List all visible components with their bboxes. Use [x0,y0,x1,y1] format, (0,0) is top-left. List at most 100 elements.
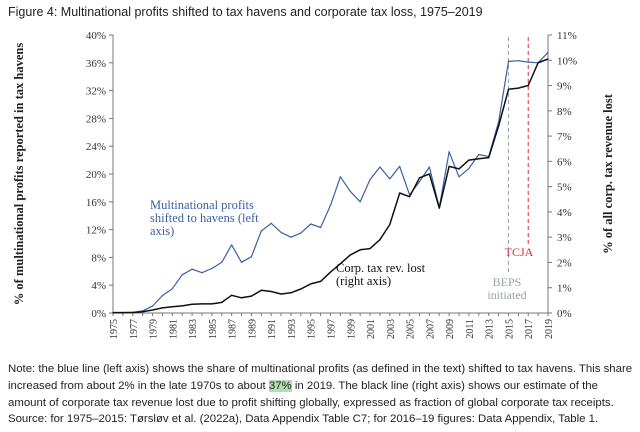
left-tick-label: 36% [86,58,106,70]
left-tick-label: 8% [91,252,106,264]
havens-share-point [339,176,341,178]
tax-loss-point [221,301,223,303]
tax-loss-point [399,192,401,194]
chart: 0% 4% 8% 12% 16% 20% 24% 28% 32% 36% 40% 0% 1% 2% 3% 4… [12,30,615,339]
tax-loss-point [507,88,510,90]
tax-loss-point [527,84,529,87]
tax-loss-point [270,290,272,293]
x-tick-label: 1987 [228,319,239,339]
x-tick-label: 1979 [149,319,160,339]
tax-loss-point [280,293,282,295]
havens-share-point [389,178,391,180]
x-tick-label: 1993 [287,319,298,339]
tax-loss-point [161,307,164,309]
tax-loss-point [428,173,430,175]
x-tick-label: 1999 [346,319,357,339]
tax-loss-point [142,311,144,313]
tax-loss-point [320,280,322,283]
tcja-label: TCJA [505,245,534,259]
havens-share-point [310,223,312,225]
havens-share-point [191,268,193,270]
beps-label-line2: initiated [487,288,526,302]
havens-share-point [379,166,381,168]
tax-loss-point [438,207,440,209]
tax-loss-point [171,306,173,308]
tax-loss-point [211,303,213,305]
tax-loss-point [132,311,134,314]
tax-loss-point [201,303,203,305]
left-tick-label: 4% [91,280,106,292]
right-tick-label: 1% [557,283,572,295]
tax-loss-point [231,294,233,296]
tax-loss-point [260,289,262,291]
tax-loss-point [329,271,332,273]
x-tick-label: 2003 [386,319,397,339]
tax-loss-point [349,254,351,256]
black-series-label-line1: Corp. tax rev. lost [336,261,426,275]
havens-share-point [547,51,549,53]
figure-note: Note: the blue line (left axis) shows th… [8,361,634,413]
tax-loss-point [408,196,411,198]
havens-share-point [171,288,173,290]
blue-series-label-line3: axis) [150,224,174,238]
tax-loss-point [181,305,183,307]
right-tick-label: 5% [557,182,572,194]
x-tick-label: 1995 [307,319,318,339]
left-tick-label: 0% [91,308,106,320]
left-tick-label: 28% [86,113,106,125]
x-tick-label: 1985 [208,319,219,339]
x-tick-label: 1989 [247,319,258,339]
tax-loss-point [250,295,253,297]
x-tick-label: 1991 [267,319,278,339]
havens-share-point [468,167,470,170]
right-tick-label: 11% [557,30,577,42]
tax-loss-point [389,223,391,226]
left-axis-label: % of multinational profits reported in t… [12,43,26,306]
right-tick-label: 4% [557,207,572,219]
havens-share-point [250,256,253,258]
tax-loss-point [112,312,114,314]
right-tick-label: 10% [557,55,577,67]
tax-loss-point [468,159,470,161]
havens-share-point [320,226,322,229]
blue-series-label-line1: Multinational profits [150,198,254,212]
left-tick-label: 20% [86,169,106,181]
x-tick-label: 2015 [504,319,515,339]
x-tick-label: 2013 [485,319,496,339]
left-tick-label: 40% [86,30,106,42]
havens-share-point [221,261,223,263]
havens-share-point [201,272,203,274]
tax-loss-point [300,288,302,290]
tax-loss-line [113,58,549,314]
havens-share-point [448,151,450,153]
x-tick-label: 2005 [406,319,417,339]
x-tick-label: 1997 [327,319,338,339]
tax-loss-point [418,177,421,179]
right-tick-label: 9% [557,81,572,93]
tax-loss-point [359,249,361,251]
havens-share-point [300,232,302,234]
tax-loss-point [379,239,381,241]
havens-share-point [231,244,233,246]
havens-share-point [329,204,332,206]
x-tick-label: 1977 [129,319,140,339]
left-tick-label: 32% [86,86,106,98]
havens-share-point [290,236,292,238]
right-tick-label: 7% [557,131,572,143]
havens-share-point [270,222,272,224]
x-tick-label: 2001 [366,319,377,339]
right-axis-label: % of all corp. tax revenue lost [601,93,615,254]
x-tick-label: 2017 [524,319,535,339]
note-text-2: in 2019. The black line (right axis) sho… [8,380,614,410]
tax-loss-point [537,62,539,64]
x-tick-label: 2019 [544,319,555,339]
havens-share-point [517,60,519,62]
havens-share-point [211,267,213,270]
havens-share-point [478,153,480,156]
havens-share-point [428,166,430,168]
tax-loss-point [458,168,460,170]
x-tick-label: 1983 [188,319,199,339]
tax-loss-point [547,58,549,60]
note-text-1: Note: the blue line (left axis) shows th… [8,363,633,393]
havens-share-point [349,190,351,192]
